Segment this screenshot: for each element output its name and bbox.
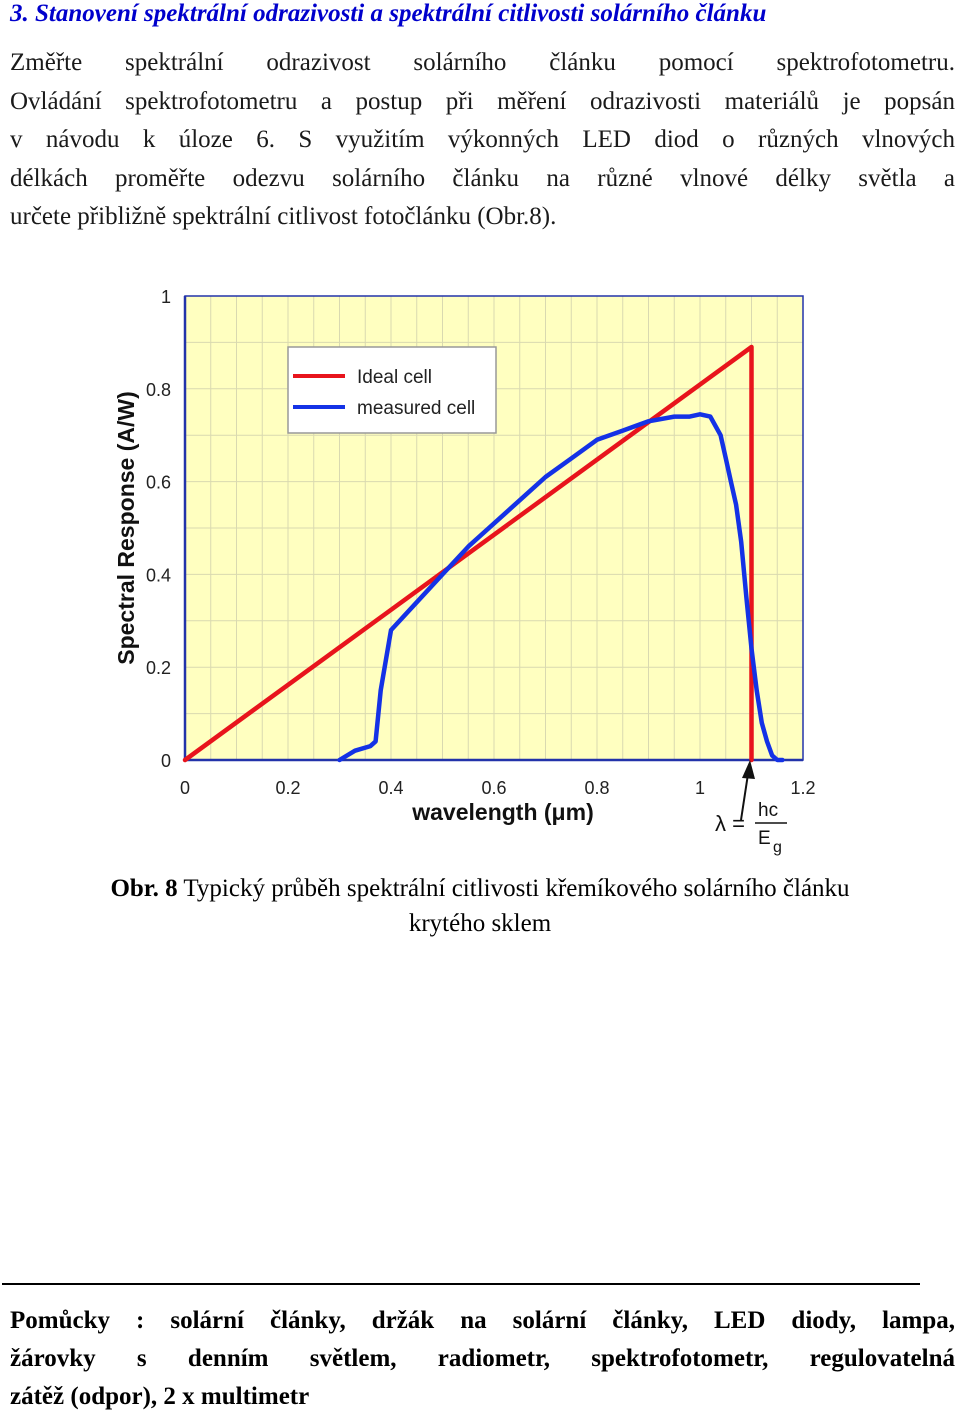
x-tick-label: 0.8	[584, 778, 609, 798]
y-tick-label: 1	[161, 287, 171, 307]
annotation-arrow-head	[742, 760, 755, 779]
spectral-response-chart: 0 0.2 0.4 0.6 0.8 1 0 0.2 0.4 0.6 0.8 1 1.2 Spectra…	[105, 280, 825, 858]
y-tick-label: 0.4	[146, 565, 171, 585]
paragraph-line: délkách proměřte odezvu solárního článku…	[10, 164, 955, 192]
x-tick-label: 1	[695, 778, 705, 798]
y-axis-label: Spectral Response (A/W)	[113, 391, 139, 665]
equipment-line: zátěž (odpor), 2 x multimetr	[10, 1383, 310, 1410]
section-heading: 3. Stanovení spektrální odrazivosti a sp…	[10, 0, 767, 27]
annotation-arrow-shaft	[740, 773, 749, 821]
x-axis-label: wavelength (μm)	[411, 799, 593, 825]
annotation-numerator: hc	[758, 800, 778, 821]
caption-line2: krytého sklem	[408, 910, 552, 937]
equipment-list: Pomůcky : solární články, držák na solár…	[10, 1302, 955, 1416]
y-tick-labels: 0 0.2 0.4 0.6 0.8 1	[146, 287, 171, 771]
y-tick-label: 0.6	[146, 473, 171, 493]
legend: Ideal cell measured cell	[287, 346, 497, 434]
bandgap-annotation: λ = hc E g	[715, 760, 787, 856]
legend-label-measured: measured cell	[357, 398, 475, 419]
x-tick-label: 0.2	[275, 778, 300, 798]
paragraph-line: Změřte spektrální odrazivost solárního č…	[10, 49, 955, 76]
spectral-response-figure: 0 0.2 0.4 0.6 0.8 1 0 0.2 0.4 0.6 0.8 1 1.2 Spectra…	[105, 280, 825, 858]
series-measured-cell	[337, 412, 785, 763]
caption-text: Typický průběh spektrální citlivosti kře…	[177, 875, 850, 902]
paragraph-line: Ovládání spektrofotometru a postup při m…	[10, 87, 955, 115]
y-tick-label: 0.8	[146, 380, 171, 400]
instruction-paragraph: Změřte spektrální odrazivost solárního č…	[10, 44, 955, 237]
x-tick-label: 0	[180, 778, 190, 798]
annotation-denominator: E	[758, 828, 771, 849]
annotation-subscript: g	[773, 839, 782, 856]
equipment-line: žárovky s denním světlem, radiometr, spe…	[10, 1345, 955, 1372]
section-divider	[2, 1283, 920, 1285]
caption-label: Obr. 8	[110, 875, 178, 902]
legend-label-ideal: Ideal cell	[357, 367, 432, 388]
figure-caption: Obr. 8 Typický průběh spektrální citlivo…	[0, 872, 960, 906]
axes-frame	[183, 295, 804, 762]
paragraph-line: v návodu k úloze 6. S využitím výkonných…	[10, 126, 955, 153]
y-tick-label: 0.2	[146, 658, 171, 678]
x-tick-label: 0.6	[481, 778, 506, 798]
annotation-lambda: λ =	[715, 811, 745, 836]
series-ideal-cell	[182, 344, 754, 763]
y-tick-label: 0	[161, 751, 171, 771]
x-tick-labels: 0 0.2 0.4 0.6 0.8 1 1.2	[180, 778, 816, 798]
equipment-line: Pomůcky : solární články, držák na solár…	[10, 1307, 955, 1334]
paragraph-line: určete přibližně spektrální citlivost fo…	[10, 203, 557, 230]
x-tick-label: 0.4	[378, 778, 403, 798]
series-lines	[182, 344, 785, 763]
x-tick-label: 1.2	[790, 778, 815, 798]
